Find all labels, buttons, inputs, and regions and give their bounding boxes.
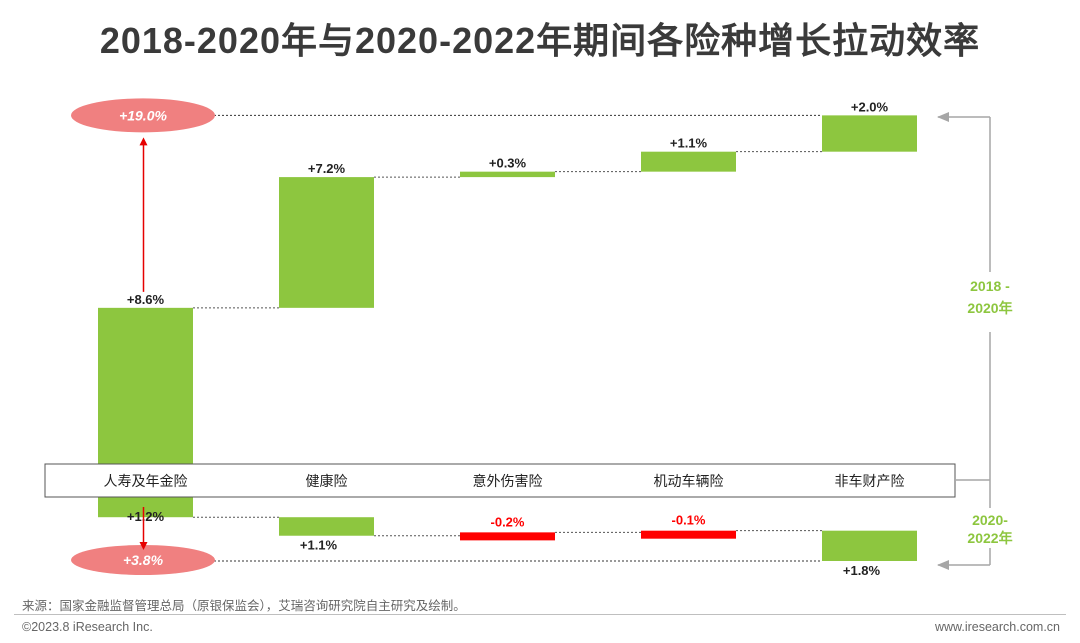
category-label: 机动车辆险 xyxy=(654,473,724,489)
bar-top xyxy=(460,171,555,178)
bar-top-label: +0.3% xyxy=(489,156,527,171)
category-label: 意外伤害险 xyxy=(473,473,543,489)
bar-top xyxy=(279,177,374,308)
copyright: ©2023.8 iResearch Inc. xyxy=(22,620,153,634)
total-badge-bottom xyxy=(71,545,215,575)
bar-top-label: +8.6% xyxy=(127,292,165,307)
bar-top xyxy=(822,115,917,152)
category-labels: 人寿及年金险 健康险 意外伤害险 机动车辆险 非车财产险 xyxy=(104,473,905,489)
bar-bottom xyxy=(279,517,374,536)
bar-bottom-label: -0.1% xyxy=(672,513,706,528)
bar-top-label: +7.2% xyxy=(308,161,346,176)
total-label-bottom: +3.8% xyxy=(123,552,164,568)
bar-top xyxy=(98,307,193,464)
footer-divider xyxy=(14,614,1066,615)
period-label-top: 2020年 xyxy=(967,300,1012,316)
site-url: www.iresearch.com.cn xyxy=(934,620,1060,634)
category-label: 非车财产险 xyxy=(835,473,905,489)
bar-bottom-label: +1.1% xyxy=(300,538,338,553)
period-brackets: 2018 - 2020年 2020- 2022年 xyxy=(937,112,1013,570)
bar-top-label: +1.1% xyxy=(670,136,708,151)
period-label-bottom: 2020- xyxy=(972,512,1008,528)
bar-bottom-label: -0.2% xyxy=(491,514,525,529)
waterfall-chart: +8.6%+7.2% +0.3%+1.1%+2.0%+19.0% +1.2%+1.… xyxy=(44,98,1013,578)
period-label-top: 2018 - xyxy=(970,278,1010,294)
bar-bottom-negative xyxy=(460,532,555,541)
category-label: 人寿及年金险 xyxy=(104,473,188,489)
period-label-bottom: 2022年 xyxy=(967,530,1012,546)
total-label-top: +19.0% xyxy=(119,107,167,123)
chart-title: 2018-2020年与2020-2022年期间各险种增长拉动效率 xyxy=(99,20,981,61)
category-axis-box xyxy=(44,463,956,498)
bar-bottom-negative xyxy=(641,530,736,539)
category-label: 健康险 xyxy=(306,473,348,489)
bar-bottom-label: +1.8% xyxy=(843,563,881,578)
total-badge-top xyxy=(71,98,215,133)
source-note: 来源：国家金融监督管理总局（原银保监会），艾瑞咨询研究院自主研究及绘制。 xyxy=(22,599,466,613)
bar-bottom xyxy=(98,497,193,518)
bar-top-label: +2.0% xyxy=(851,99,889,114)
bar-top xyxy=(641,151,736,172)
bar-bottom-label: +1.2% xyxy=(127,509,165,524)
bar-bottom xyxy=(822,530,917,561)
lower-waterfall-2020-2022: +1.2% +1.1% -0.2% -0.1% +1.8% +3.8% xyxy=(71,497,917,578)
upper-waterfall-2018-2020: +8.6% +7.2% +0.3% +1.1% +2.0% +19.0% xyxy=(71,98,917,464)
